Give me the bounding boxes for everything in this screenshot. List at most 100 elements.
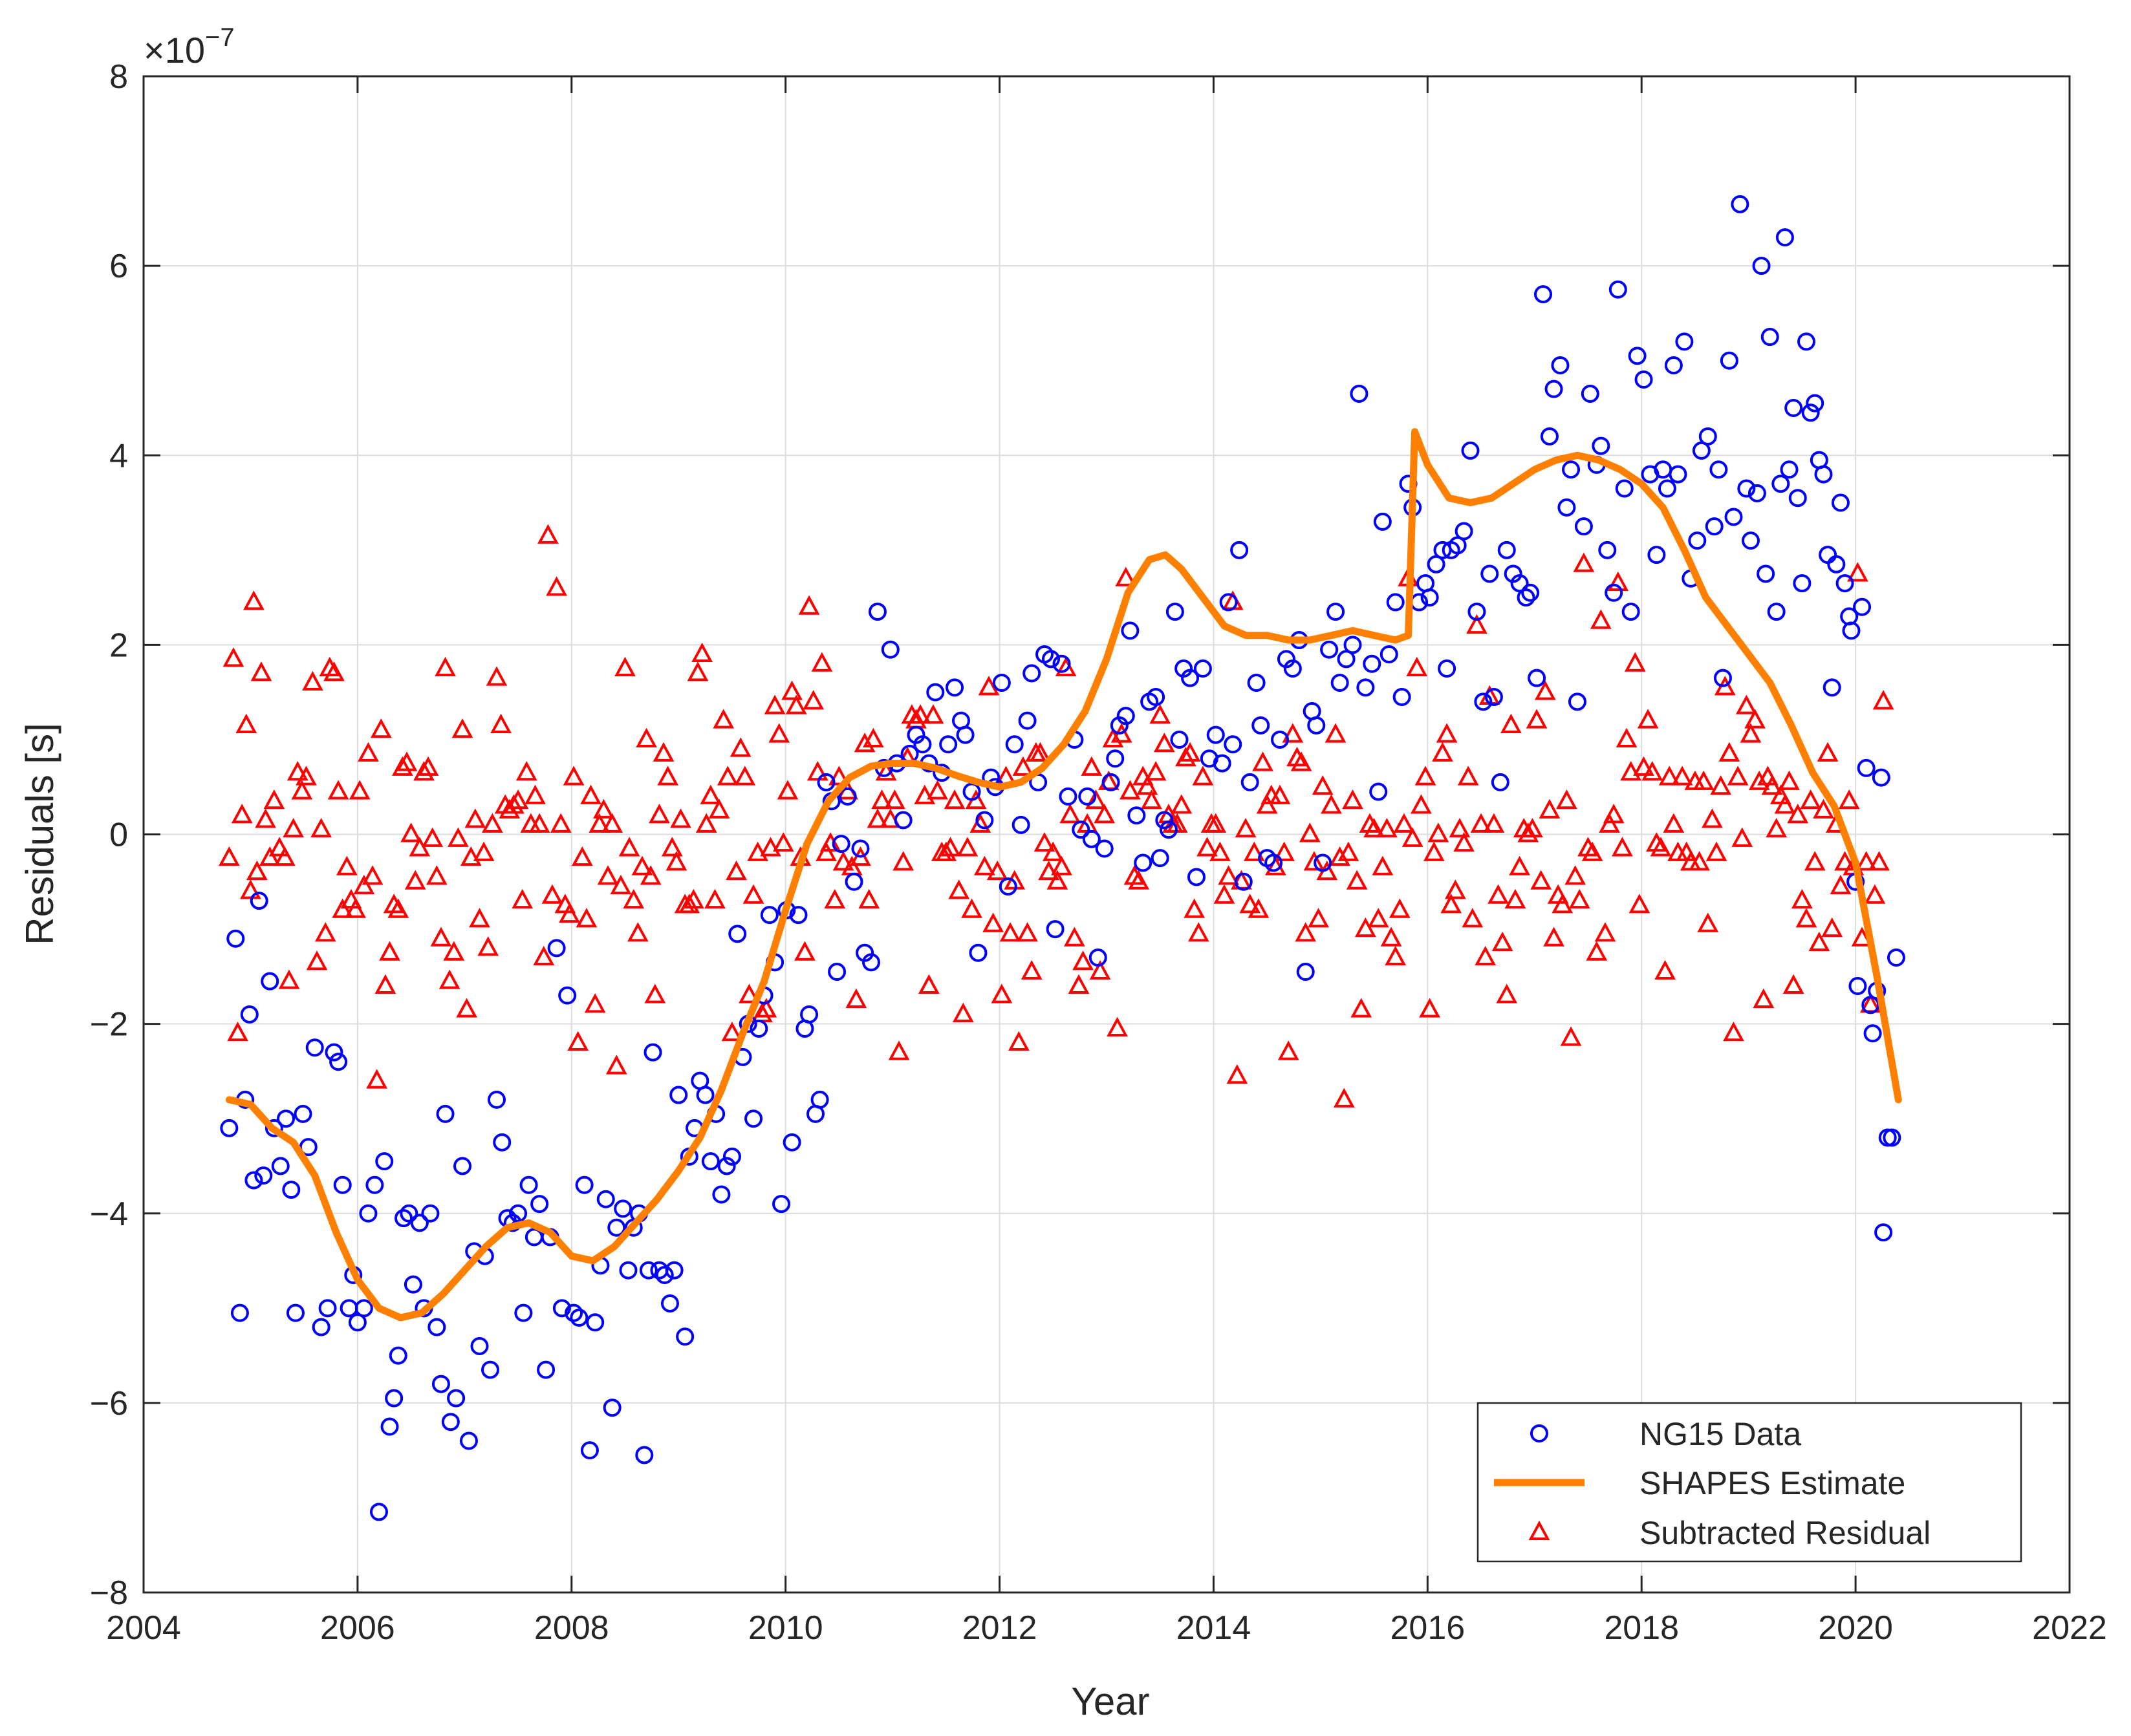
y-axis-title: Residuals [s] xyxy=(18,723,61,945)
data-circle-point xyxy=(404,1275,422,1294)
data-circle-point xyxy=(240,1005,259,1023)
residual-triangle-point xyxy=(1329,846,1351,866)
residual-triangle-point xyxy=(435,656,456,677)
residual-triangle-point xyxy=(742,884,764,904)
residual-triangle-point xyxy=(563,766,585,786)
residual-triangle-point xyxy=(717,766,739,786)
data-circle-point xyxy=(939,735,958,754)
residual-triangle-point xyxy=(358,742,379,762)
data-circle-point xyxy=(1557,498,1576,517)
residual-triangle-point xyxy=(499,798,521,819)
residual-triangle-point xyxy=(1620,761,1642,781)
residual-triangle-point xyxy=(576,908,598,928)
residual-triangle-point xyxy=(803,690,825,710)
residual-triangle-point xyxy=(528,813,550,833)
data-circle-point xyxy=(1072,820,1090,839)
legend-label-shapes-estimate: SHAPES Estimate xyxy=(1639,1465,1905,1501)
data-circle-point xyxy=(1628,347,1647,365)
residual-triangle-point xyxy=(1128,870,1149,890)
residual-triangle-point xyxy=(571,846,593,866)
residual-triangle-point xyxy=(1107,1016,1128,1036)
residual-triangle-point xyxy=(1094,803,1116,824)
x-tick-label: 2016 xyxy=(1390,1609,1465,1647)
exponent-base: ×10 xyxy=(144,30,205,70)
residual-triangle-point xyxy=(1235,817,1257,838)
data-circle-point xyxy=(493,1133,512,1152)
data-circle-point xyxy=(1379,645,1398,664)
data-circle-point xyxy=(619,1261,638,1280)
residual-triangle-point xyxy=(1312,775,1334,795)
data-circle-point xyxy=(431,1375,450,1393)
residual-triangle-point xyxy=(327,780,349,800)
data-circle-point xyxy=(607,1218,626,1237)
data-circle-point xyxy=(862,953,881,972)
legend: NG15 Data SHAPES Estimate Subtracted Res… xyxy=(1477,1402,2022,1563)
y-tick-label: −2 xyxy=(90,1006,128,1044)
data-circle-point xyxy=(832,835,850,853)
data-circle-point xyxy=(1041,650,1060,669)
residual-triangle-point xyxy=(515,761,537,781)
residual-triangle-point xyxy=(366,1069,388,1089)
data-circle-point xyxy=(1484,687,1503,706)
residual-triangle-point xyxy=(1359,813,1381,833)
residual-triangle-point xyxy=(263,789,285,809)
residual-triangle-point xyxy=(1487,884,1509,904)
data-circle-point xyxy=(1159,820,1178,839)
residual-triangle-point xyxy=(533,945,555,966)
residual-triangle-point xyxy=(854,733,876,753)
data-circle-point xyxy=(1147,687,1165,706)
data-circle-point xyxy=(1887,948,1905,967)
residual-triangle-point xyxy=(704,888,726,909)
residual-triangle-point xyxy=(593,798,614,819)
data-circle-point xyxy=(660,1294,679,1313)
data-circle-point xyxy=(838,787,857,806)
data-circle-point xyxy=(1823,678,1841,697)
residual-triangle-point xyxy=(332,898,354,918)
residual-triangle-point xyxy=(1847,562,1868,582)
x-tick-label: 2008 xyxy=(534,1609,609,1647)
data-circle-point xyxy=(1193,659,1212,678)
residual-triangle-point xyxy=(1436,723,1458,743)
y-tick-label: −8 xyxy=(90,1574,128,1612)
data-circle-point xyxy=(810,1090,829,1109)
residual-triangle-point xyxy=(1021,959,1043,980)
data-circle-point xyxy=(359,1204,378,1223)
residual-triangle-point xyxy=(605,1055,627,1075)
residual-triangle-point xyxy=(991,983,1013,1003)
residual-triangle-point xyxy=(1804,851,1826,871)
residual-triangle-point xyxy=(413,761,435,781)
data-circle-point xyxy=(1664,356,1683,375)
residual-triangle-point xyxy=(1791,888,1813,909)
residual-triangle-point xyxy=(1325,723,1347,743)
data-circle-point xyxy=(1713,669,1732,687)
data-circle-point xyxy=(894,811,913,830)
data-circle-point xyxy=(1581,384,1599,403)
data-circle-point xyxy=(1510,574,1529,593)
data-circle-point xyxy=(772,1195,791,1214)
series-ng15-data xyxy=(220,195,1905,1521)
residual-triangle-point xyxy=(1568,888,1590,909)
residual-triangle-point xyxy=(806,761,828,781)
data-circle-point xyxy=(728,925,747,943)
data-circle-point xyxy=(1831,493,1850,512)
data-circle-point xyxy=(1540,427,1559,445)
data-circle-point xyxy=(1853,597,1872,616)
data-circle-point xyxy=(421,1204,440,1223)
residual-triangle-point xyxy=(1213,884,1235,904)
residual-triangle-point xyxy=(935,841,957,861)
residual-triangle-point xyxy=(1475,945,1497,966)
data-circle-point xyxy=(1692,441,1711,460)
residual-triangle-point xyxy=(235,713,257,733)
residual-triangle-point xyxy=(1252,751,1273,771)
data-circle-point xyxy=(447,1389,466,1408)
x-tick-label: 2020 xyxy=(1818,1609,1893,1647)
data-circle-point xyxy=(1234,872,1253,891)
data-circle-point xyxy=(220,1119,239,1137)
residual-triangle-point xyxy=(567,1031,589,1051)
data-circle-point xyxy=(1615,479,1634,498)
data-circle-point xyxy=(614,1199,633,1218)
residual-triangle-point xyxy=(584,993,606,1013)
data-circle-point xyxy=(1088,948,1107,967)
residual-triangle-point xyxy=(1342,789,1363,809)
data-circle-point xyxy=(312,1318,330,1336)
